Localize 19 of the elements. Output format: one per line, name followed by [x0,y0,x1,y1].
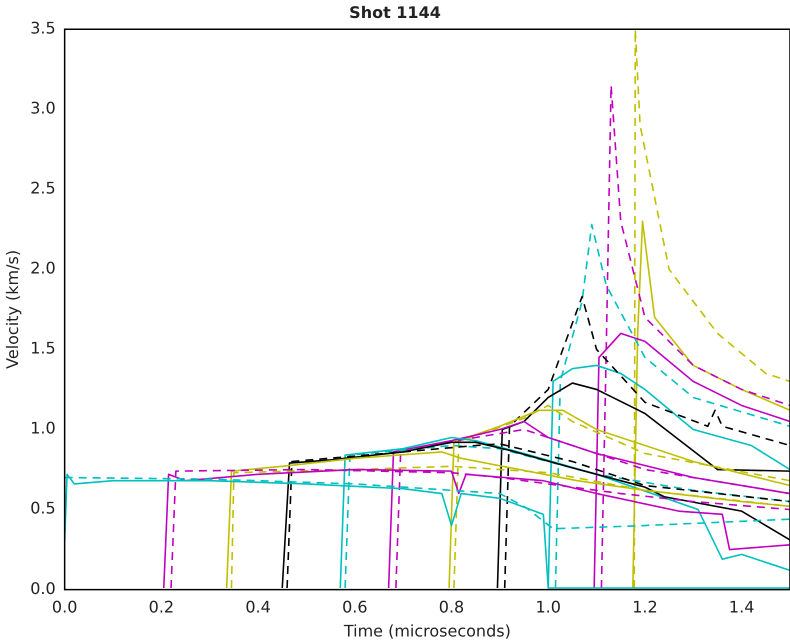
x-tick-label: 1.0 [535,597,561,616]
x-tick-label: 0.0 [52,597,78,616]
chart-title: Shot 1144 [349,2,441,22]
y-tick-label: 1.5 [30,338,56,358]
y-tick-label: 0.5 [30,498,56,518]
y-tick-label: 2.0 [30,258,56,278]
y-tick-label: 1.0 [30,418,56,438]
x-tick-label: 0.8 [438,597,464,616]
x-tick-label: 1.2 [632,597,658,616]
x-tick-label: 0.6 [342,597,368,616]
y-tick-label: 0.0 [30,578,56,598]
x-tick-label: 0.2 [148,597,174,616]
y-tick-label: 3.5 [30,18,56,38]
x-axis-title: Time (microseconds) [342,622,511,641]
x-tick-label: 0.4 [245,597,271,616]
y-axis-title: Velocity (km/s) [2,250,22,369]
y-tick-label: 3.0 [30,98,56,118]
y-tick-label: 2.5 [30,178,56,198]
x-tick-label: 1.4 [728,597,754,616]
